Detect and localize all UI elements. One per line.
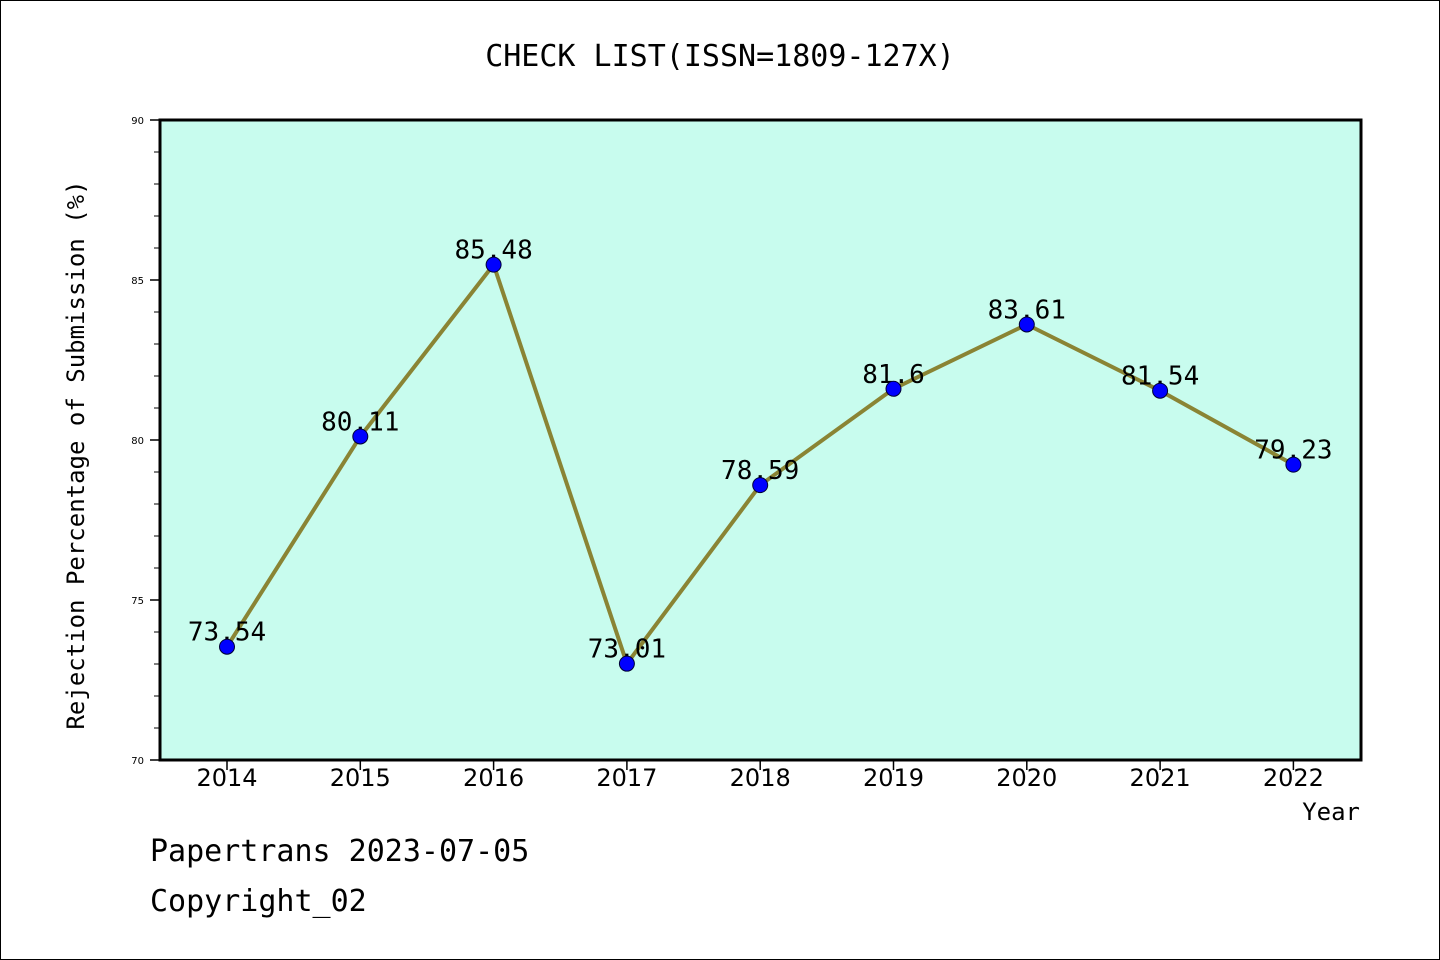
x-tick-label: 2022 [1263, 764, 1324, 792]
y-tick-label: 75 [131, 596, 144, 607]
x-tick-label: 2015 [330, 764, 391, 792]
data-point-marker [618, 655, 635, 672]
x-tick-label: 2016 [463, 764, 524, 792]
y-axis-label: Rejection Percentage of Submission (%) [62, 180, 90, 729]
x-tick-label: 2017 [596, 764, 657, 792]
y-tick-label: 85 [131, 276, 144, 287]
x-tick-label: 2020 [996, 764, 1057, 792]
plot-border [158, 118, 1363, 762]
footer-credit: Papertrans 2023-07-05 [150, 834, 530, 869]
x-tick-label: 2018 [730, 764, 791, 792]
y-tick-label: 70 [131, 756, 144, 767]
x-tick-label: 2019 [863, 764, 924, 792]
chart-title: CHECK LIST(ISSN=1809-127X) [485, 39, 955, 74]
plot-area [160, 120, 1361, 760]
data-point-marker [885, 380, 902, 397]
x-axis-label: Year [1302, 798, 1360, 826]
axis-ticks: 70 75 80 85 90 2014 2015 2016 2017 2018 2019 2020 20… [131, 116, 1324, 792]
data-point-marker [1152, 382, 1169, 399]
data-point-marker [1018, 316, 1035, 333]
x-tick-label: 2021 [1130, 764, 1191, 792]
footer-copyright: Copyright_02 [150, 884, 367, 919]
data-point-marker [485, 256, 502, 273]
series-line-group: 73.5480.1185.4873.0178.5981.683.6181.547… [188, 236, 1333, 672]
y-tick-label: 80 [131, 436, 144, 447]
data-point-marker [352, 428, 369, 445]
data-point-marker [752, 477, 769, 494]
data-point-marker [219, 638, 235, 655]
x-tick-label: 2014 [196, 764, 257, 792]
data-point-marker [1285, 456, 1302, 473]
y-tick-label: 90 [131, 116, 144, 127]
